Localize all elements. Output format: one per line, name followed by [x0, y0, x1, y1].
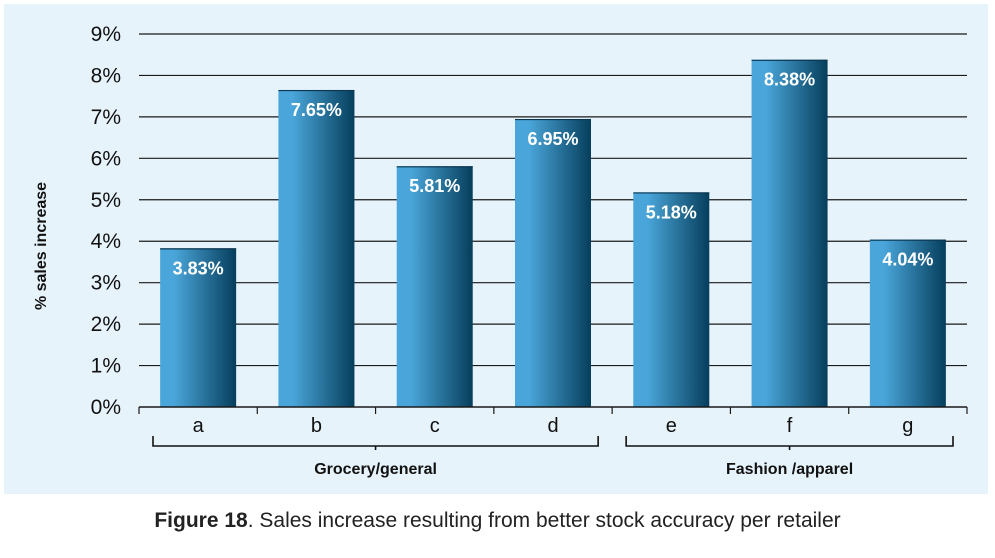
y-tick-label: 2% — [91, 313, 121, 336]
y-tick-label: 0% — [91, 396, 121, 419]
x-tick-label: f — [787, 415, 793, 437]
figure-caption-text: . Sales increase resulting from better s… — [247, 509, 841, 532]
y-axis-label: % sales increase — [33, 182, 50, 310]
bar — [278, 89, 355, 407]
group-label: Fashion /apparel — [726, 461, 853, 478]
bar — [396, 166, 473, 407]
y-tick-label: 7% — [91, 106, 121, 129]
y-tick-label: 8% — [91, 64, 121, 87]
y-tick-label: 3% — [91, 272, 121, 295]
bar — [869, 239, 946, 407]
data-label: 4.04% — [882, 250, 933, 270]
x-tick-label: e — [666, 415, 677, 437]
x-tick-label: d — [547, 415, 558, 437]
bar — [160, 248, 237, 407]
y-tick-label: 1% — [91, 355, 121, 378]
group-bracket — [625, 436, 954, 450]
bar — [751, 59, 828, 407]
group-label: Grocery/general — [314, 461, 437, 478]
data-label: 6.95% — [527, 129, 578, 149]
x-tick-label: b — [311, 415, 322, 437]
y-tick-label: 4% — [91, 230, 121, 253]
data-label: 7.65% — [291, 100, 342, 120]
figure-label: Figure 18 — [154, 509, 248, 532]
group-bracket — [152, 436, 599, 450]
x-tick-label: g — [902, 415, 913, 437]
x-tick-label: a — [193, 415, 205, 437]
x-tick-label: c — [430, 415, 440, 437]
y-tick-label: 6% — [91, 147, 121, 170]
bar — [633, 192, 710, 407]
data-label: 8.38% — [764, 70, 815, 90]
data-label: 3.83% — [173, 258, 224, 278]
figure-caption: Figure 18. Sales increase resulting from… — [0, 509, 995, 533]
y-tick-label: 5% — [91, 189, 121, 212]
chart-background — [4, 4, 988, 494]
y-tick-label: 9% — [91, 23, 121, 46]
data-label: 5.18% — [646, 202, 697, 222]
bar — [515, 118, 591, 407]
data-label: 5.81% — [409, 176, 460, 196]
